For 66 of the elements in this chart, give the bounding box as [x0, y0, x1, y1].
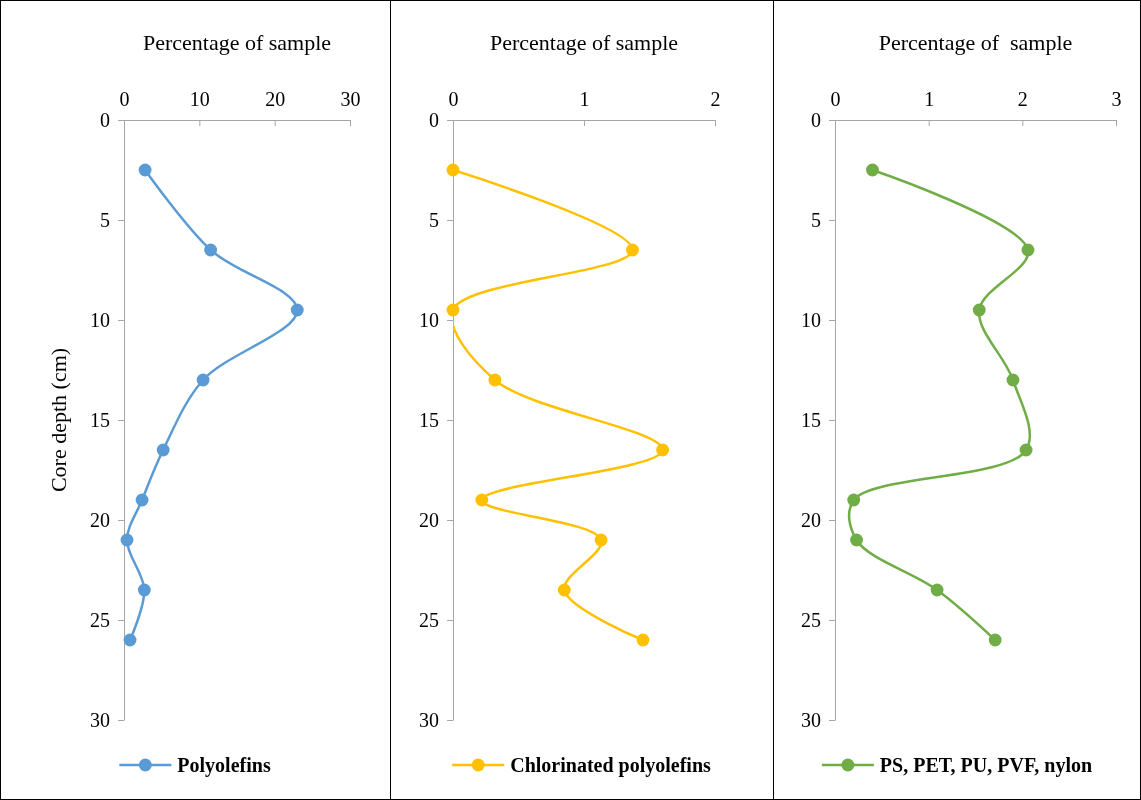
x-tick-label: 0	[448, 88, 459, 110]
x-tick-label: 1	[579, 88, 590, 110]
point	[204, 243, 218, 257]
x-axis-title: Percentage of sample	[142, 30, 332, 55]
x-tick-label: 3	[1111, 88, 1122, 110]
y-tick-label: 30	[801, 708, 821, 731]
y-axis-title: Core depth (cm)	[46, 347, 71, 493]
y-tick-label: 5	[811, 208, 821, 231]
point	[594, 533, 608, 547]
x-tick-label: 10	[189, 88, 210, 110]
point	[656, 443, 670, 457]
y-tick-label: 25	[90, 608, 110, 631]
x-tick-label: 0	[830, 88, 841, 110]
point	[866, 163, 879, 177]
y-tick-label: 15	[801, 408, 821, 431]
point	[137, 583, 151, 597]
point	[988, 633, 1002, 647]
point	[847, 493, 861, 507]
y-tick-label: 0	[811, 108, 821, 131]
x-tick-label: 2	[710, 88, 721, 110]
point	[1021, 243, 1035, 257]
point	[972, 303, 986, 317]
point	[290, 303, 304, 317]
y-tick-label: 5	[100, 208, 110, 231]
y-tick-label: 10	[90, 308, 110, 331]
point	[850, 533, 863, 547]
point	[196, 373, 210, 387]
x-tick-label: 0	[119, 88, 130, 110]
y-tick-label: 10	[801, 308, 821, 331]
point	[120, 533, 134, 547]
point	[446, 163, 460, 177]
y-tick-label: 30	[90, 708, 110, 731]
point	[488, 373, 502, 387]
y-tick-label: 15	[90, 408, 110, 431]
point	[135, 493, 149, 507]
point	[1006, 373, 1020, 387]
point	[557, 583, 571, 597]
y-tick-label: 10	[419, 308, 439, 331]
x-axis-title: Percentage of sample	[878, 30, 1073, 55]
y-tick-label: 25	[801, 608, 821, 631]
y-tick-label: 0	[100, 108, 110, 131]
point	[156, 443, 170, 457]
y-tick-label: 20	[801, 508, 821, 531]
y-tick-label: 25	[419, 608, 439, 631]
y-tick-label: 20	[90, 508, 110, 531]
legend-label: Chlorinated polyolefins	[510, 754, 711, 777]
x-axis-title: Percentage of sample	[489, 30, 679, 55]
point	[930, 583, 944, 597]
x-tick-label: 20	[265, 88, 286, 110]
y-tick-label: 30	[419, 708, 439, 731]
x-tick-label: 2	[1017, 88, 1028, 110]
x-tick-label: 30	[340, 88, 361, 110]
point	[626, 243, 639, 257]
point	[446, 303, 460, 317]
legend-label: PS, PET, PU, PVF, nylon	[879, 754, 1093, 777]
y-tick-label: 5	[429, 208, 439, 231]
point	[123, 633, 137, 647]
x-tick-label: 1	[924, 88, 935, 110]
point	[475, 493, 489, 507]
point	[636, 633, 650, 647]
y-tick-label: 20	[419, 508, 439, 531]
y-tick-label: 0	[429, 108, 439, 131]
legend-label: Polyolefins	[177, 754, 271, 777]
point	[138, 163, 152, 177]
y-tick-label: 15	[419, 408, 439, 431]
point	[1019, 443, 1033, 457]
